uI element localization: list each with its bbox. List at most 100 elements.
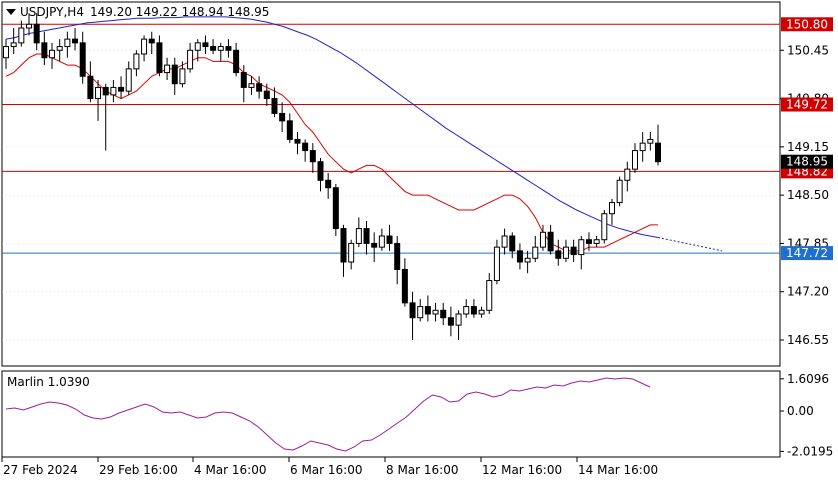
candle-body <box>371 242 378 248</box>
candle-body <box>26 23 33 29</box>
candle-body <box>18 27 25 44</box>
candle-body <box>409 302 416 319</box>
level-price-tag-text: 149.72 <box>786 98 828 112</box>
candle-body <box>578 239 585 256</box>
candle-body <box>141 38 148 55</box>
candle-body <box>447 317 454 326</box>
candle-body <box>279 112 286 122</box>
level-price-tag <box>781 97 833 112</box>
candle-body <box>187 49 194 70</box>
candle-body <box>156 42 163 74</box>
candle-body <box>524 257 531 263</box>
candles <box>3 13 661 340</box>
candle-body <box>547 231 554 252</box>
candle-body <box>493 246 500 282</box>
candle-body <box>95 86 102 100</box>
candle-body <box>33 23 40 44</box>
price-axis: 150.45149.80149.15148.50147.85147.20146.… <box>780 43 833 458</box>
candle-body <box>240 72 247 88</box>
candle-body <box>562 246 569 259</box>
candle-body <box>455 313 462 326</box>
candle-body <box>309 150 316 163</box>
candle-body <box>608 202 615 215</box>
time-tick-label: 29 Feb 16:00 <box>99 463 178 477</box>
candle-body <box>325 179 332 189</box>
time-tick-label: 14 Mar 16:00 <box>578 463 658 477</box>
candle-body <box>401 268 408 304</box>
candle-body <box>555 250 562 259</box>
candle-body <box>624 168 631 181</box>
candle-body <box>110 86 117 96</box>
candle-body <box>501 235 508 248</box>
candle-body <box>118 86 125 92</box>
candle-body <box>378 235 385 248</box>
level-price-tag-text: 147.72 <box>786 246 828 260</box>
candle-body <box>3 46 9 59</box>
candle-body <box>171 64 178 85</box>
candle-body <box>263 90 270 100</box>
candle-body <box>647 138 654 144</box>
time-tick-label: 27 Feb 2024 <box>3 463 78 477</box>
candle-body <box>179 68 186 85</box>
horizontal-levels <box>2 23 780 254</box>
candle-body <box>432 309 439 315</box>
candle-body <box>509 235 516 252</box>
candle-body <box>302 142 309 152</box>
candle-body <box>49 49 56 59</box>
indicator-pane <box>1 370 781 458</box>
candle-body <box>478 309 485 315</box>
candle-body <box>424 306 431 315</box>
candle-body <box>102 86 109 96</box>
candle-body <box>87 75 94 100</box>
price-tick-label: 150.45 <box>787 43 829 57</box>
symbol-timeframe: USDJPY,H4 <box>20 5 84 19</box>
candle-body <box>256 83 263 92</box>
time-tick-label: 4 Mar 16:00 <box>194 463 267 477</box>
candle-body <box>616 179 623 204</box>
level-price-tag-text: 150.80 <box>786 17 828 31</box>
candle-body <box>294 138 301 144</box>
main-pane <box>1 1 781 367</box>
candle-body <box>202 42 209 48</box>
candle-body <box>394 242 401 270</box>
candle-body <box>348 242 355 263</box>
indicator-tick-label: 1.6096 <box>787 372 829 386</box>
candle-body <box>148 38 155 44</box>
blue-moving-average <box>5 16 659 238</box>
price-tick-label: 148.50 <box>787 188 829 202</box>
candle-body <box>570 246 577 256</box>
price-tick-label: 147.20 <box>787 285 829 299</box>
indicator-label: Marlin 1.0390 <box>7 375 90 389</box>
current-price-tag-text: 148.95 <box>786 155 828 169</box>
candle-body <box>133 53 140 70</box>
candle-body <box>248 83 255 88</box>
candle-body <box>639 142 646 152</box>
level-price-tag <box>781 246 833 261</box>
candle-body <box>386 235 393 244</box>
candle-body <box>593 239 600 244</box>
candle-body <box>601 213 608 241</box>
candle-body <box>217 46 224 51</box>
candle-body <box>655 142 661 163</box>
candle-body <box>631 150 638 170</box>
candle-body <box>79 42 86 77</box>
candle-body <box>210 46 217 51</box>
candle-body <box>532 246 539 259</box>
marlin-oscillator <box>5 377 651 452</box>
price-tick-label: 146.55 <box>787 333 829 347</box>
time-tick-label: 8 Mar 16:00 <box>386 463 459 477</box>
candle-body <box>225 46 232 51</box>
candle-body <box>194 42 201 51</box>
candle-body <box>271 98 278 114</box>
chart-menu-triangle-icon[interactable] <box>6 9 16 15</box>
candle-body <box>164 64 171 74</box>
candle-body <box>340 228 347 263</box>
candle-body <box>233 49 240 74</box>
price-tick-label: 149.15 <box>787 140 829 154</box>
candle-body <box>317 161 324 181</box>
oscillator-line <box>5 377 651 452</box>
candle-body <box>286 120 293 140</box>
candle-body <box>516 250 523 263</box>
